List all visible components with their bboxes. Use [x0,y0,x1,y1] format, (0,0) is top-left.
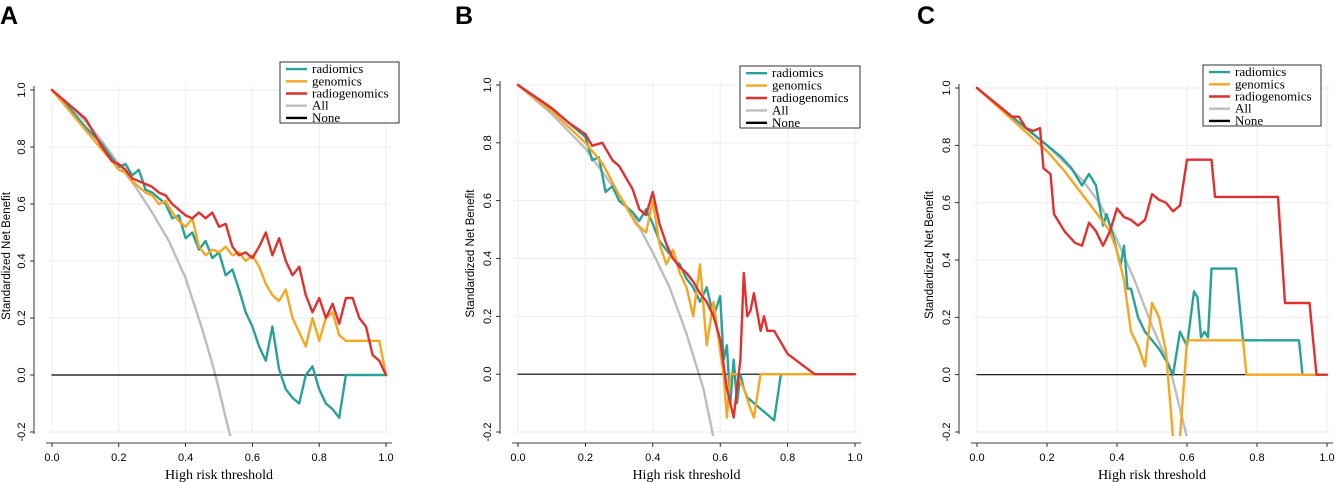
series-line-genomics [516,83,857,419]
legend-label: radiomics [772,65,823,80]
x-tick-label: 0.6 [713,452,728,464]
y-tick-label: -0.2 [16,423,28,442]
y-axis-title: Standardized Net Benefit [924,190,936,319]
x-tick-label: 0.4 [1109,452,1124,464]
y-tick-label: 0.8 [16,139,28,154]
series-line-genomics [50,88,388,377]
x-tick-label: 0.0 [44,452,59,464]
y-axis-title: Standardized Net Benefit [465,189,477,318]
legend-label: radiomics [1235,64,1286,79]
series-line-radiomics [975,86,1329,376]
panel-letter: B [455,2,473,30]
y-tick-label: 1.0 [941,80,953,95]
series-line-all [975,86,1188,436]
legend-label: radiogenomics [312,86,389,101]
legend-label: None [1235,113,1263,128]
grid [514,81,859,433]
x-tick-label: 0.0 [510,452,525,464]
y-tick-label: 0.6 [16,196,28,211]
x-tick-label: 0.2 [111,452,126,464]
y-tick-label: 0.4 [941,252,953,267]
series-line-radiogenomics [516,83,857,419]
legend-label: genomics [312,73,362,88]
legend-label: radiogenomics [1235,89,1312,104]
x-tick-label: 0.8 [780,452,795,464]
series-line-all [516,83,715,436]
legend-label: None [772,115,800,130]
x-tick-label: 0.4 [645,452,660,464]
legend-label: radiogenomics [772,90,849,105]
x-tick-label: 1.0 [378,452,393,464]
series-group [975,86,1329,436]
series-line-genomics [975,86,1329,436]
x-axis-title: High risk threshold [1098,468,1206,482]
grid [973,84,1331,433]
legend-label: radiomics [312,61,363,76]
x-tick-label: 0.6 [1179,452,1194,464]
y-axis-title: Standardized Net Benefit [1,191,13,320]
chart-panel-c: C 0.0 0.2 0.4 0.6 0.8 1.0 -0.2 0.0 0.2 0.4 0.6 0.8 1.… [917,2,1335,482]
y-tick-label: 0.8 [941,138,953,153]
x-tick-label: 0.6 [245,452,260,464]
series-group [50,88,388,436]
y-tick-label: 0.6 [482,193,494,208]
panel-letter: A [0,2,18,30]
y-tick-label: 0.2 [941,310,953,325]
legend-label: genomics [772,78,822,93]
x-tick-label: 0.2 [1039,452,1054,464]
x-tick-label: 1.0 [847,452,862,464]
chart-panel-b: B 0.0 0.2 0.4 0.6 0.8 1.0 -0.2 0.0 0.2 0.4 0.6 0.8 1.… [455,2,863,482]
legend-label: All [312,98,329,113]
x-tick-label: 0.8 [1249,452,1264,464]
x-tick-label: 1.0 [1319,452,1334,464]
y-tick-label: 0.4 [482,251,494,266]
y-tick-label: 0.2 [16,310,28,325]
x-tick-label: 0.2 [578,452,593,464]
y-tick-label: 0.8 [482,135,494,150]
series-group [516,83,857,436]
y-tick-label: 0.0 [941,367,953,382]
x-tick-label: 0.0 [969,452,984,464]
panel-letter: C [917,2,935,30]
y-tick-label: 0.2 [482,309,494,324]
x-axis-title: High risk threshold [632,468,740,482]
legend-label: All [772,102,789,117]
series-line-all [50,88,232,436]
series-line-radiogenomics [975,86,1329,376]
legend-label: None [312,110,340,125]
y-tick-label: 0.4 [16,253,28,268]
y-tick-label: -0.2 [482,423,494,442]
x-tick-label: 0.4 [178,452,193,464]
y-tick-label: 1.0 [482,77,494,92]
y-tick-label: 1.0 [16,82,28,97]
legend-label: All [1235,101,1252,116]
y-tick-label: -0.2 [941,423,953,442]
x-tick-label: 0.8 [312,452,327,464]
y-tick-label: 0.0 [482,367,494,382]
series-line-radiomics [516,83,786,422]
x-axis-title: High risk threshold [165,468,273,482]
y-tick-label: 0.0 [16,367,28,382]
series-line-radiogenomics [50,88,388,377]
y-tick-label: 0.6 [941,195,953,210]
series-line-radiomics [50,88,388,419]
chart-panel-a: A 0.0 0.2 0.4 0.6 0.8 1.0 -0.2 0.0 0.2 0.4 0.6 0.8 1.… [0,2,400,482]
legend-label: genomics [1235,76,1285,91]
